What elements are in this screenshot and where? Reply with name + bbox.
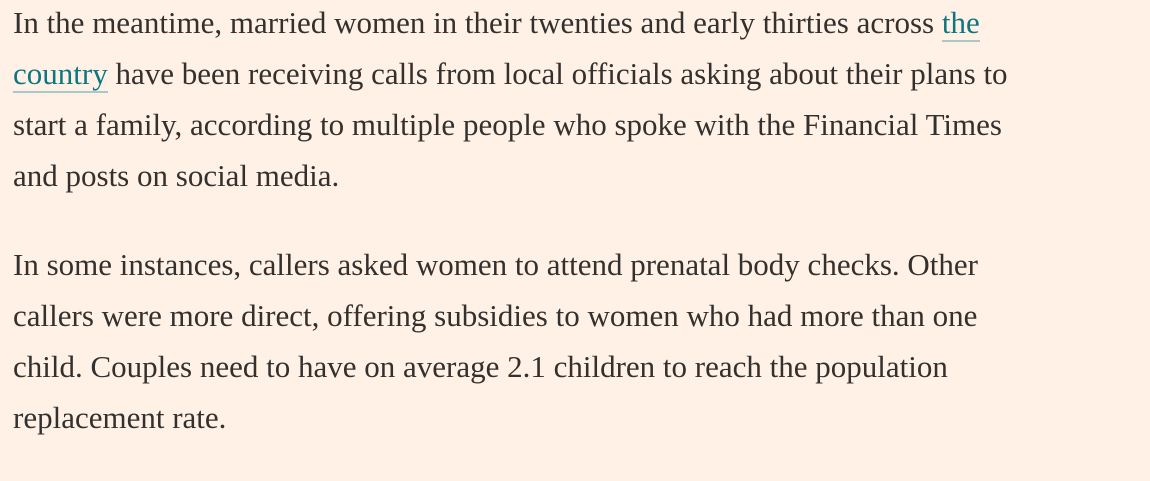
text-line: start a family, according to multiple pe… (13, 99, 1148, 150)
article-link[interactable]: country (13, 56, 108, 93)
text-run: start a family, according to multiple pe… (13, 107, 1002, 142)
text-run: callers were more direct, offering subsi… (13, 298, 978, 333)
article-body: In the meantime, married women in their … (13, 0, 1148, 481)
text-line: country have been receiving calls from l… (13, 48, 1148, 99)
paragraph: In the meantime, married women in their … (13, 0, 1148, 201)
text-line: In the meantime, married women in their … (13, 0, 1148, 48)
text-line: In some instances, callers asked women t… (13, 239, 1148, 290)
page: {"paragraphs": [ {"lines": [ [{"text": "… (13, 5, 1008, 435)
paragraph: In some instances, callers asked women t… (13, 239, 1148, 443)
text-run: have been receiving calls from local off… (107, 56, 1008, 91)
text-line: and posts on social media. (13, 150, 1148, 201)
text-line: replacement rate. (13, 392, 1148, 443)
text-run: and posts on social media. (13, 158, 340, 193)
text-run: replacement rate. (13, 400, 227, 435)
article-link[interactable]: the (941, 5, 980, 42)
text-run: child. Couples need to have on average 2… (13, 349, 948, 384)
text-run: In some instances, callers asked women t… (13, 247, 978, 282)
text-line: callers were more direct, offering subsi… (13, 290, 1148, 341)
text-run: In the meantime, married women in their … (13, 5, 942, 40)
text-line: child. Couples need to have on average 2… (13, 341, 1148, 392)
